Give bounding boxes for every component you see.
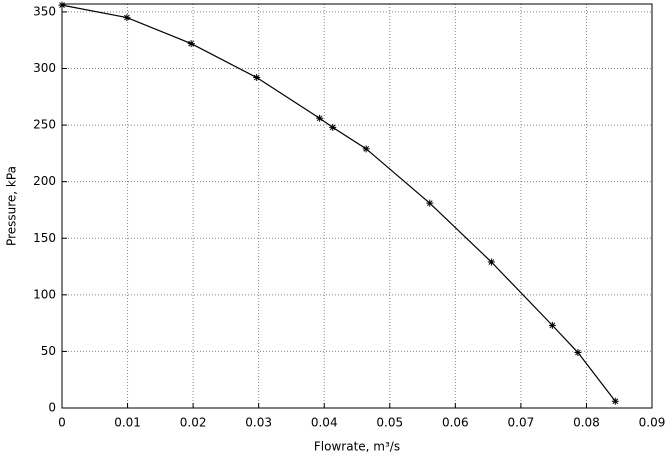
plot-frame bbox=[61, 3, 653, 409]
x-tick-label: 0.05 bbox=[376, 416, 403, 430]
point-marker bbox=[329, 123, 337, 131]
point-marker bbox=[487, 258, 495, 266]
x-tick-label: 0.01 bbox=[114, 416, 141, 430]
point-marker bbox=[123, 14, 131, 22]
y-tick-label: 0 bbox=[48, 401, 56, 415]
y-tick-label: 50 bbox=[41, 344, 56, 358]
y-tick-label: 300 bbox=[33, 61, 56, 75]
x-tick-label: 0.08 bbox=[573, 416, 600, 430]
x-tick-label: 0.04 bbox=[311, 416, 338, 430]
y-tick-label: 250 bbox=[33, 118, 56, 132]
x-tick-label: 0.02 bbox=[180, 416, 207, 430]
y-tick-label: 200 bbox=[33, 174, 56, 188]
y-axis-label: Pressure, kPa bbox=[5, 166, 19, 246]
point-marker bbox=[574, 349, 582, 357]
x-tick-label: 0.07 bbox=[508, 416, 535, 430]
x-tick-label: 0 bbox=[58, 416, 66, 430]
x-tick-label: 0.03 bbox=[245, 416, 272, 430]
point-marker bbox=[548, 321, 556, 329]
point-marker bbox=[316, 114, 324, 122]
x-tick-label: 0.09 bbox=[639, 416, 665, 430]
y-tick-label: 150 bbox=[33, 231, 56, 245]
point-marker bbox=[611, 397, 619, 405]
line bbox=[61, 4, 616, 402]
point-marker bbox=[426, 199, 434, 207]
y-tick-label: 350 bbox=[33, 4, 56, 18]
point-marker bbox=[253, 74, 261, 82]
x-tick-label: 0.06 bbox=[442, 416, 469, 430]
y-tick-label: 100 bbox=[33, 287, 56, 301]
point-marker bbox=[187, 40, 195, 48]
point-marker bbox=[58, 1, 66, 9]
x-axis-label: Flowrate, m³/s bbox=[314, 440, 400, 454]
point-marker bbox=[362, 145, 370, 153]
